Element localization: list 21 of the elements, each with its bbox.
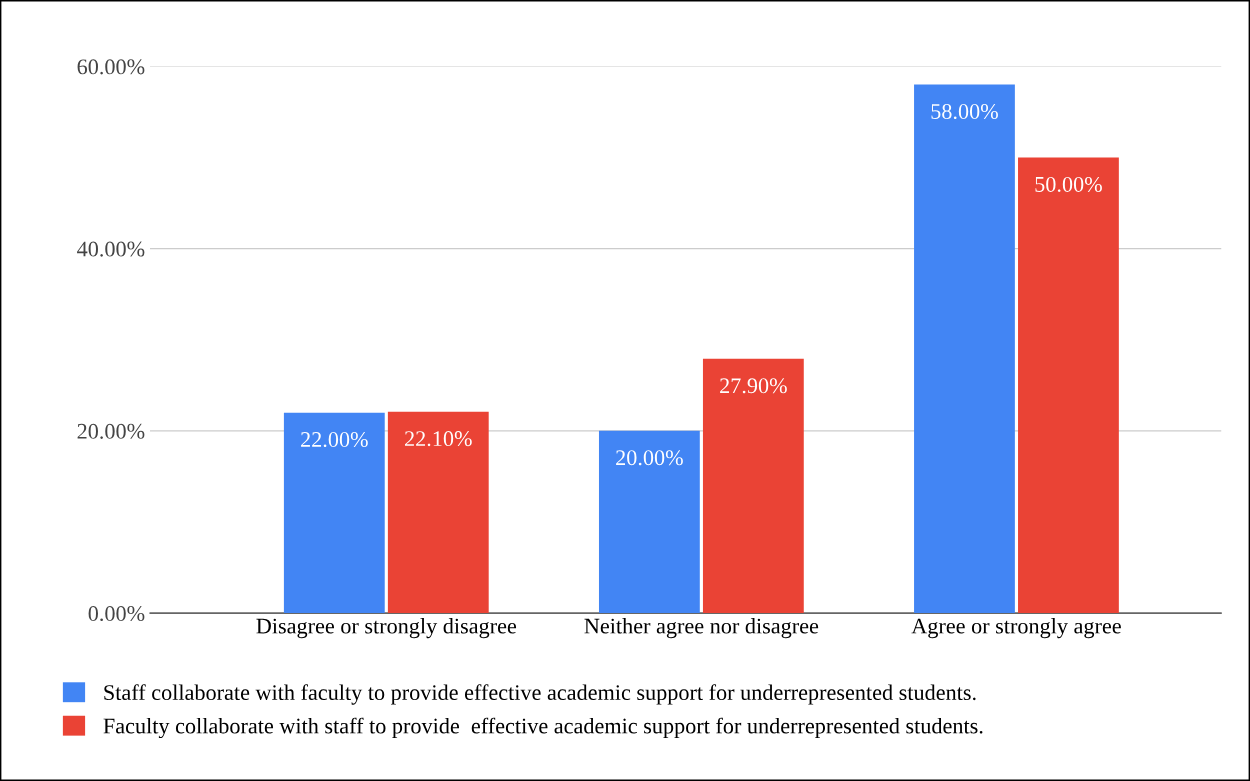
data-label: 20.00%: [616, 450, 683, 466]
data-label: 22.00%: [301, 432, 368, 448]
legend-label: Staff collaborate with faculty to provide effective academic support for underrepresented students.: [104, 684, 976, 705]
bar: [387, 411, 489, 614]
data-label: 58.00%: [931, 103, 998, 120]
bar: [1018, 157, 1119, 614]
y-tick-label: 60.00%: [77, 59, 145, 75]
y-tick-label: 0.00%: [88, 606, 145, 622]
x-tick-label: Disagree or strongly disagree: [256, 617, 517, 639]
bar: [702, 358, 804, 614]
data-label: 27.90%: [720, 378, 787, 394]
data-label: 22.10%: [405, 431, 472, 447]
bar: [914, 84, 1015, 614]
bar: [598, 430, 700, 614]
bar: [283, 412, 385, 614]
y-tick-label: 40.00%: [77, 241, 145, 257]
legend-label: Faculty collaborate with staff to provide effective academic support for underrepresented students.: [103, 717, 983, 739]
data-label: 50.00%: [1035, 176, 1102, 192]
x-tick-label: Neither agree nor disagree: [584, 617, 819, 639]
x-tick-label: Agree or strongly agree: [911, 617, 1121, 639]
y-tick-label: 20.00%: [77, 423, 145, 439]
